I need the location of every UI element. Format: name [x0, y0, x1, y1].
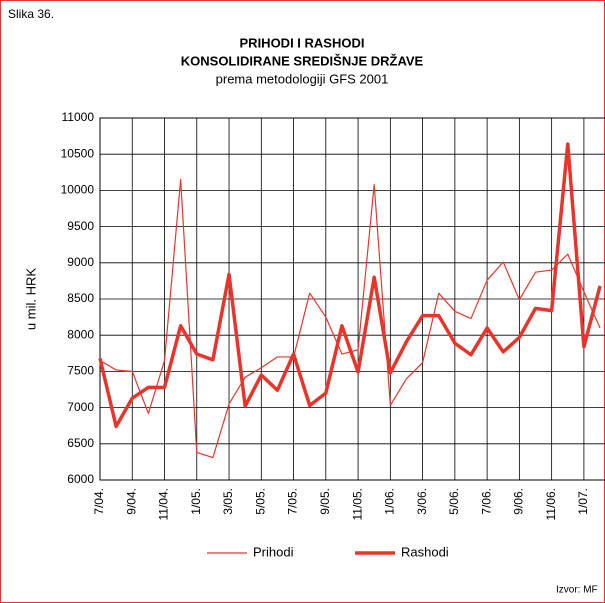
x-tick-label: 11/05. [350, 488, 364, 520]
x-tick-label: 7/04. [92, 488, 106, 515]
y-tick-label: 6000 [67, 472, 94, 486]
y-tick-label: 8500 [67, 291, 94, 305]
y-tick-label: 10500 [61, 146, 95, 160]
figure-label: Slika 36. [8, 7, 54, 21]
y-tick-label: 8000 [67, 327, 94, 341]
x-tick-label: 1/07. [576, 488, 590, 515]
y-tick-label: 10000 [61, 183, 95, 197]
chart-title: KONSOLIDIRANE SREDIŠNJE DRŽAVE [181, 53, 424, 68]
series-line [98, 142, 602, 429]
x-tick-label: 9/04. [124, 488, 138, 515]
y-tick-label: 7500 [67, 364, 94, 378]
x-tick-label: 3/05. [221, 488, 235, 515]
x-tick-label: 5/06. [447, 488, 461, 515]
y-tick-label: 7000 [67, 400, 94, 414]
x-tick-label: 5/05. [253, 488, 267, 515]
x-tick-label: 11/04. [157, 488, 171, 520]
x-tick-label: 9/05. [318, 488, 332, 515]
y-tick-label: 11000 [62, 110, 95, 124]
x-tick-label: 1/05. [189, 488, 203, 515]
x-tick-label: 7/06. [479, 488, 493, 515]
y-axis-label: u mil. HRK [23, 268, 38, 330]
x-tick-label: 11/06. [544, 488, 558, 520]
x-tick-label: 1/06. [383, 488, 397, 515]
x-tick-label: 7/05. [286, 488, 300, 515]
legend-label: Rashodi [401, 544, 449, 559]
y-tick-label: 6500 [67, 436, 94, 450]
legend-label: Prihodi [253, 544, 294, 559]
x-tick-label: 3/06. [415, 488, 429, 515]
y-tick-label: 9500 [67, 219, 94, 233]
chart-subtitle: prema metodologiji GFS 2001 [216, 71, 389, 86]
chart-title: PRIHODI I RASHODI [240, 35, 365, 50]
source: Izvor: MF [556, 585, 598, 596]
x-tick-label: 9/06. [512, 488, 526, 515]
y-tick-label: 9000 [67, 255, 94, 269]
